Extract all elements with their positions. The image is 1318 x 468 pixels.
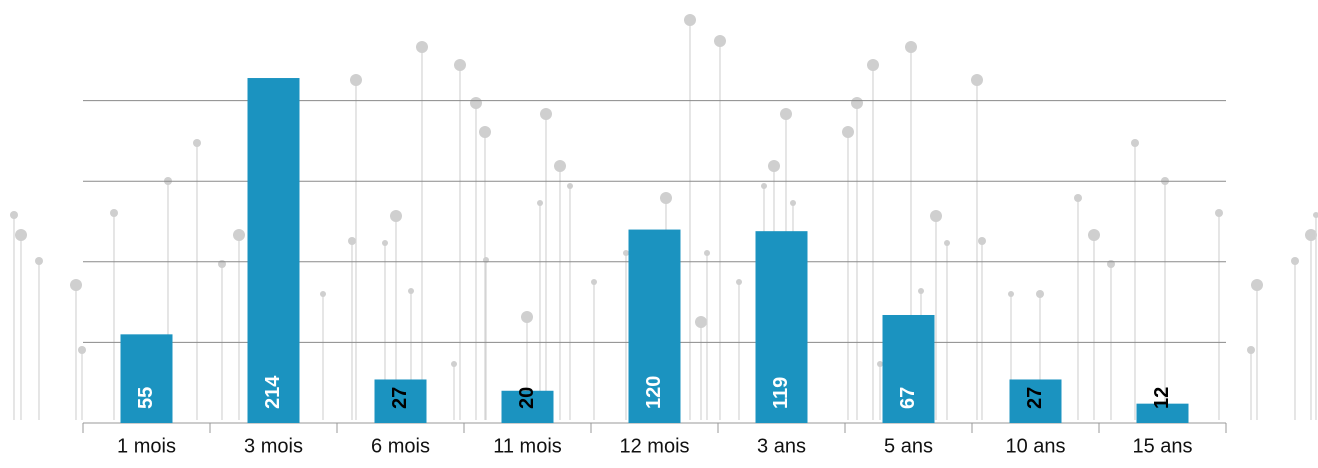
value-label: 20 — [516, 387, 538, 409]
decor-dot — [218, 260, 226, 268]
decor-dot — [454, 59, 466, 71]
bar — [501, 390, 554, 423]
decor-dot — [320, 291, 326, 297]
decor-dot — [918, 288, 924, 294]
decor-dot — [714, 35, 726, 47]
value-label: 67 — [897, 387, 919, 409]
decor-dot — [567, 183, 573, 189]
decor-dot — [851, 97, 863, 109]
decor-dot — [233, 229, 245, 241]
decor-dot — [350, 74, 362, 86]
decor-dot — [470, 97, 482, 109]
decor-dot — [408, 288, 414, 294]
decor-dot — [193, 139, 201, 147]
bar — [120, 334, 173, 423]
decor-dot — [761, 183, 767, 189]
decor-dot — [971, 74, 983, 86]
decor-dot — [704, 250, 710, 256]
decor-dot — [867, 59, 879, 71]
bar — [247, 78, 300, 424]
decor-dot — [978, 237, 986, 245]
decor-dot — [660, 192, 672, 204]
decor-dot — [70, 279, 82, 291]
decor-dot — [780, 108, 792, 120]
plot-area: 55 1 mois 214 3 mois 27 6 mois 20 11 mois 120 12 … — [82, 78, 1227, 457]
value-label: 119 — [770, 377, 792, 409]
decor-dot — [78, 346, 86, 354]
value-label: 27 — [1024, 387, 1046, 409]
x-tick-label: 11 mois — [493, 435, 562, 457]
x-tick-label: 12 mois — [619, 435, 689, 457]
value-label: 12 — [1151, 387, 1173, 409]
value-label: 55 — [135, 387, 157, 409]
decor-dot — [1036, 290, 1044, 298]
bar — [374, 379, 427, 423]
decor-dot — [1313, 212, 1318, 218]
decor-dot — [877, 361, 883, 367]
bar — [755, 231, 808, 423]
value-label: 120 — [643, 376, 665, 409]
decor-dot — [842, 126, 854, 138]
decor-dot — [35, 257, 43, 265]
decor-dot — [390, 210, 402, 222]
decor-dot — [537, 200, 543, 206]
value-label: 27 — [389, 387, 411, 409]
decor-dot — [1215, 209, 1223, 217]
x-tick-label: 1 mois — [117, 435, 176, 457]
decor-dot — [930, 210, 942, 222]
decor-dot — [623, 250, 629, 256]
decor-dot — [451, 361, 457, 367]
decor-dot — [110, 209, 118, 217]
decor-dot — [10, 211, 18, 219]
x-tick-label: 3 mois — [244, 435, 303, 457]
decor-dot — [1247, 346, 1255, 354]
decor-dot — [382, 240, 388, 246]
decor-dot — [554, 160, 566, 172]
decor-dot — [479, 126, 491, 138]
decor-dot — [1251, 279, 1263, 291]
x-tick-label: 15 ans — [1132, 435, 1192, 457]
decor-dot — [521, 311, 533, 323]
value-label: 214 — [262, 375, 284, 409]
decor-dot — [540, 108, 552, 120]
decor-dot — [1291, 257, 1299, 265]
decor-dot — [736, 279, 742, 285]
x-tick-label: 10 ans — [1005, 435, 1065, 457]
bar — [882, 314, 935, 423]
decor-dot — [944, 240, 950, 246]
decor-dot — [695, 316, 707, 328]
x-tick-label: 6 mois — [371, 435, 430, 457]
x-tick-label: 3 ans — [757, 435, 806, 457]
decor-dot — [416, 41, 428, 53]
bar — [1136, 403, 1189, 423]
decor-dot — [790, 200, 796, 206]
x-tick-label: 5 ans — [884, 435, 933, 457]
decor-dot — [348, 237, 356, 245]
decor-dot — [905, 41, 917, 53]
bar — [628, 229, 681, 423]
decor-dot — [1305, 229, 1317, 241]
decor-dot — [684, 14, 696, 26]
decor-dot — [1131, 139, 1139, 147]
decor-dot — [591, 279, 597, 285]
decor-dot — [768, 160, 780, 172]
decor-dot — [1107, 260, 1115, 268]
decor-dot — [15, 229, 27, 241]
decor-dot — [1008, 291, 1014, 297]
bar — [1009, 379, 1062, 423]
decor-dot — [1074, 194, 1082, 202]
decor-dot — [1088, 229, 1100, 241]
